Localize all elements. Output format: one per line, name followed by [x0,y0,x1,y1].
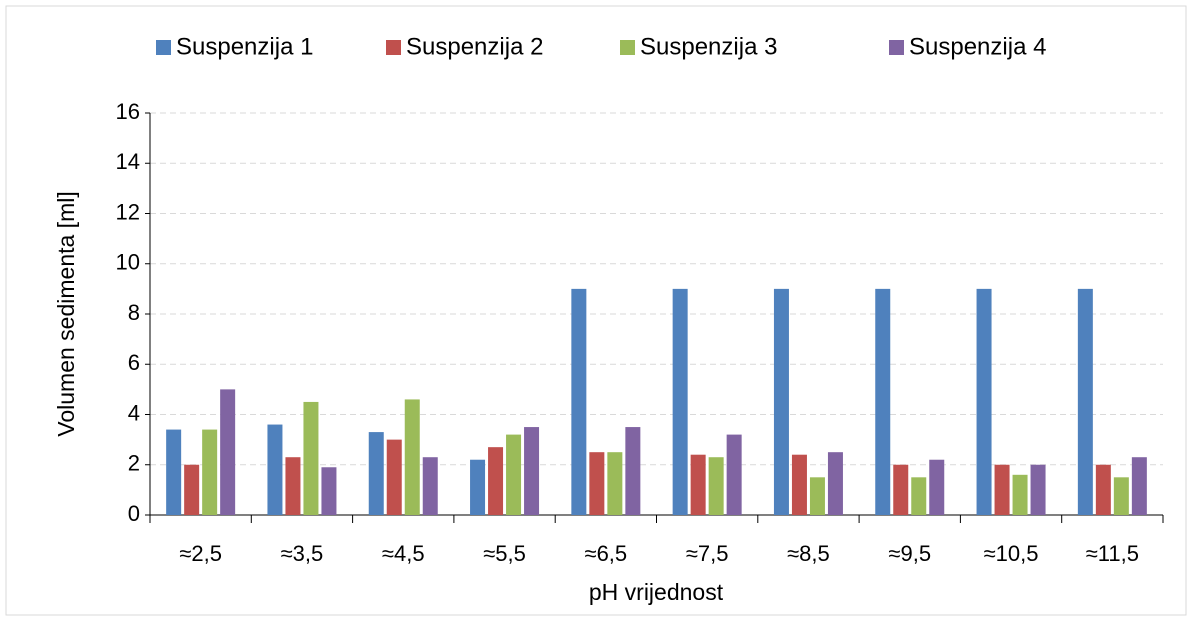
bar [690,454,706,515]
legend-swatch [386,40,401,55]
bar [267,424,283,515]
bar [911,477,927,515]
bar [386,439,402,515]
legend-swatch [156,40,171,55]
x-tick-label: ≈10,5 [984,541,1039,566]
bar [607,452,623,515]
x-tick-label: ≈5,5 [483,541,526,566]
x-tick-label: ≈11,5 [1086,541,1139,566]
legend-label: Suspenzija 2 [406,33,543,60]
y-tick-label: 2 [128,451,140,476]
x-axis-title: pH vrijednost [589,579,724,605]
bar [791,454,807,515]
legend-label: Suspenzija 1 [176,33,313,60]
bar [404,399,420,515]
bar [976,288,992,515]
bar [202,429,218,515]
bar [589,452,605,515]
y-tick-label: 4 [128,400,140,425]
bar [321,467,337,515]
y-tick-label: 10 [116,250,140,275]
y-tick-label: 12 [116,199,140,224]
bar [726,434,742,515]
bar [303,401,319,515]
legend-swatch [889,40,904,55]
bar [571,288,587,515]
y-tick-label: 16 [116,99,140,124]
bar [1077,288,1093,515]
bar [708,457,724,515]
y-tick-label: 8 [128,300,140,325]
bar [809,477,825,515]
x-tick-label: ≈8,5 [787,541,830,566]
bar [929,459,945,515]
legend-label: Suspenzija 3 [640,33,777,60]
y-tick-label: 6 [128,350,140,375]
bar [368,432,384,515]
bar [422,457,438,515]
bar [524,427,540,515]
x-tick-label: ≈4,5 [382,541,425,566]
chart-frame [5,5,1187,616]
bar [1095,464,1111,515]
bar [827,452,843,515]
bar [773,288,789,515]
y-axis-title: Volumen sedimenta [ml] [53,191,79,436]
bar [625,427,641,515]
y-tick-label: 14 [116,149,140,174]
x-tick-label: ≈7,5 [686,541,729,566]
bar [672,288,688,515]
bar [1030,464,1046,515]
bar [994,464,1010,515]
bar [184,464,200,515]
bar [893,464,909,515]
bar [1012,474,1028,515]
x-tick-label: ≈9,5 [888,541,931,566]
legend-label: Suspenzija 4 [909,33,1046,60]
bar [220,389,236,515]
legend-swatch [620,40,635,55]
bar [506,434,522,515]
bar [1131,457,1147,515]
x-tick-label: ≈3,5 [281,541,324,566]
x-tick-label: ≈6,5 [585,541,628,566]
bar [875,288,891,515]
bar [166,429,182,515]
bar [488,447,504,515]
y-tick-label: 0 [128,501,140,526]
bar [1113,477,1129,515]
bar [285,457,301,515]
bar [470,459,486,515]
x-tick-label: ≈2,5 [179,541,222,566]
